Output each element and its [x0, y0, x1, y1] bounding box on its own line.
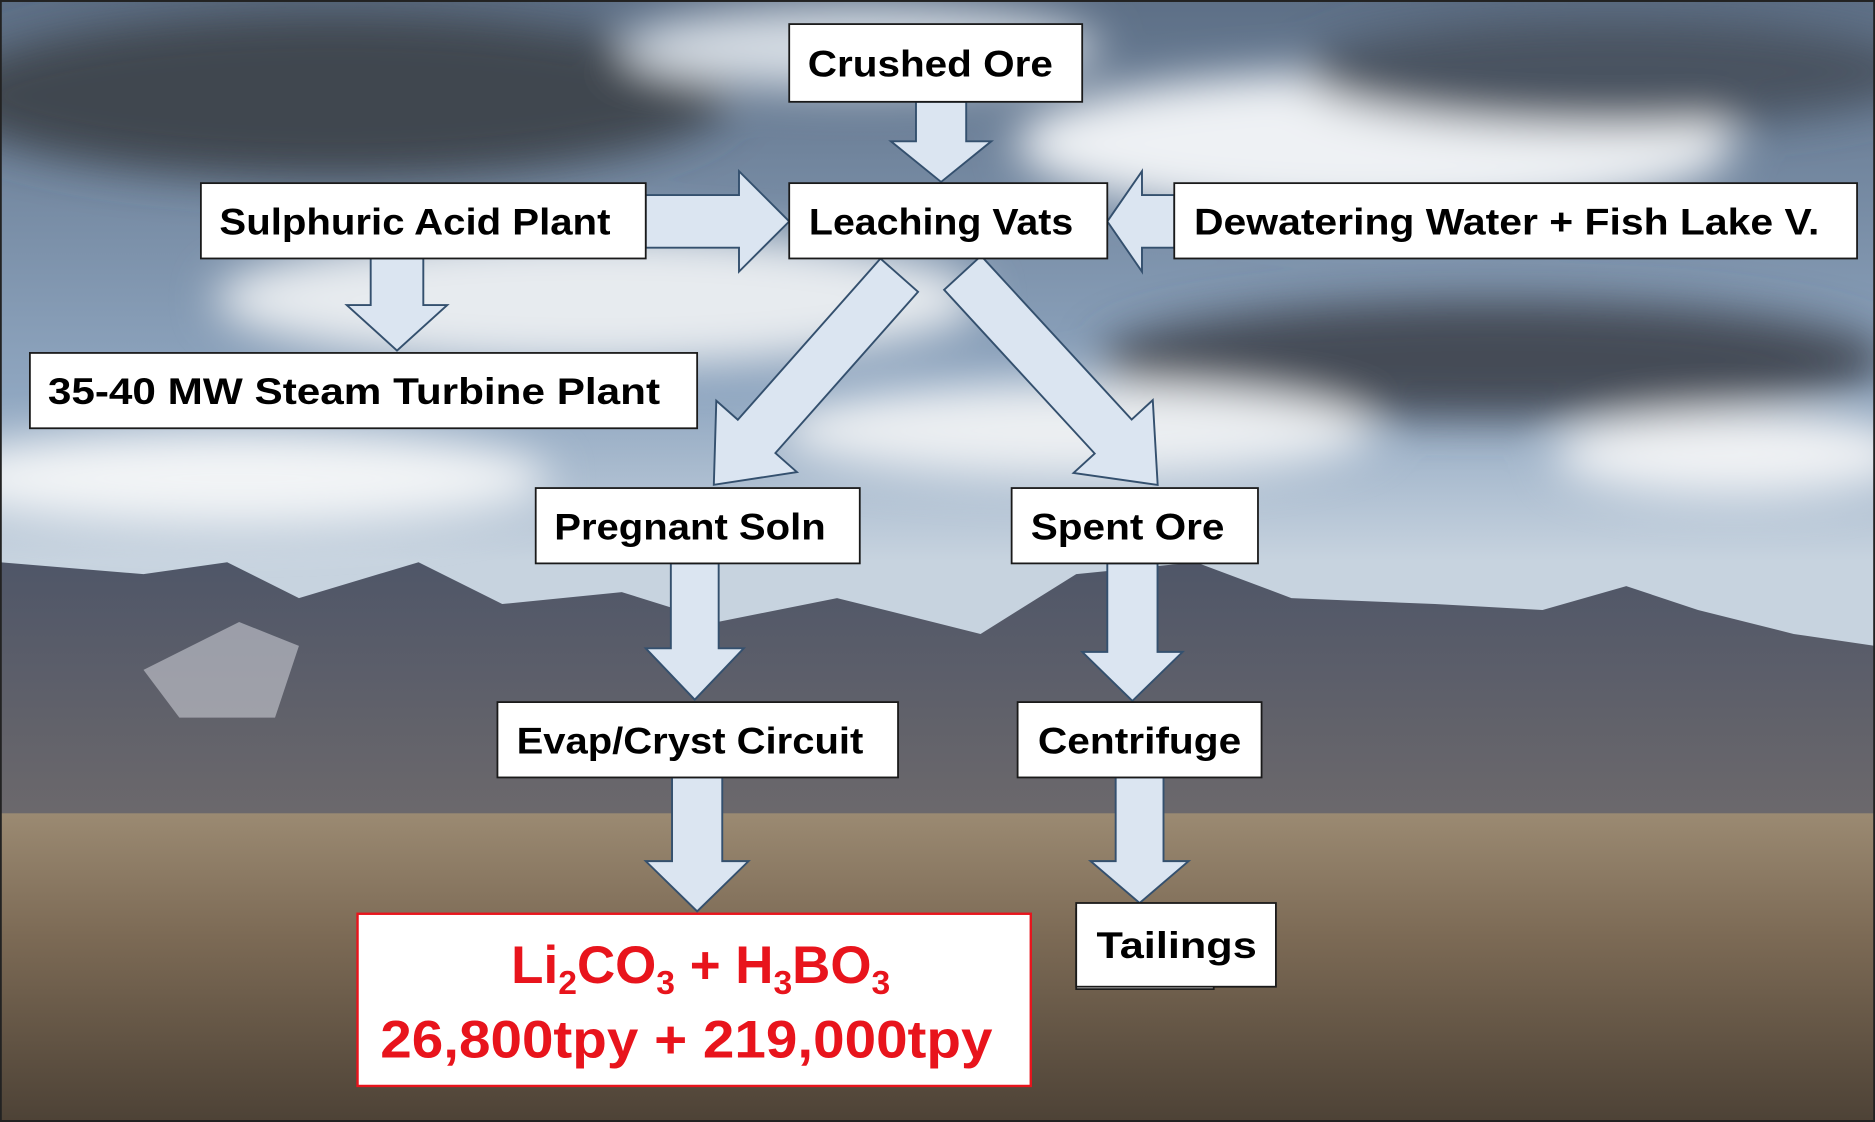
product-quantities: 26,800tpy + 219,000tpy	[380, 1010, 992, 1069]
flowsheet: Crushed Ore Sulphuric Acid Plant Leachin…	[0, 0, 1875, 1122]
formula-subscript: 3	[872, 965, 891, 1002]
node-label: Evap/Cryst Circuit	[517, 719, 864, 761]
formula-subscript: 3	[773, 965, 792, 1002]
node-label: Spent Ore	[1031, 505, 1225, 547]
node-label: Centrifuge	[1038, 719, 1241, 761]
formula-part: CO	[577, 936, 656, 995]
node-label: Leaching Vats	[809, 200, 1073, 242]
node-label: Dewatering Water + Fish Lake V.	[1194, 200, 1819, 242]
node-label: 35-40 MW Steam Turbine Plant	[48, 370, 660, 412]
node-label: Sulphuric Acid Plant	[219, 200, 610, 242]
node-label: Tailings	[1097, 924, 1257, 966]
node-label: Crushed Ore	[808, 43, 1053, 85]
formula-part: Li	[511, 936, 558, 995]
formula-subscript: 3	[656, 965, 675, 1002]
formula-part: BO	[792, 936, 871, 995]
formula-subscript: 2	[558, 965, 577, 1002]
formula-part: + H	[675, 936, 773, 995]
node-label: Pregnant Soln	[554, 505, 825, 547]
